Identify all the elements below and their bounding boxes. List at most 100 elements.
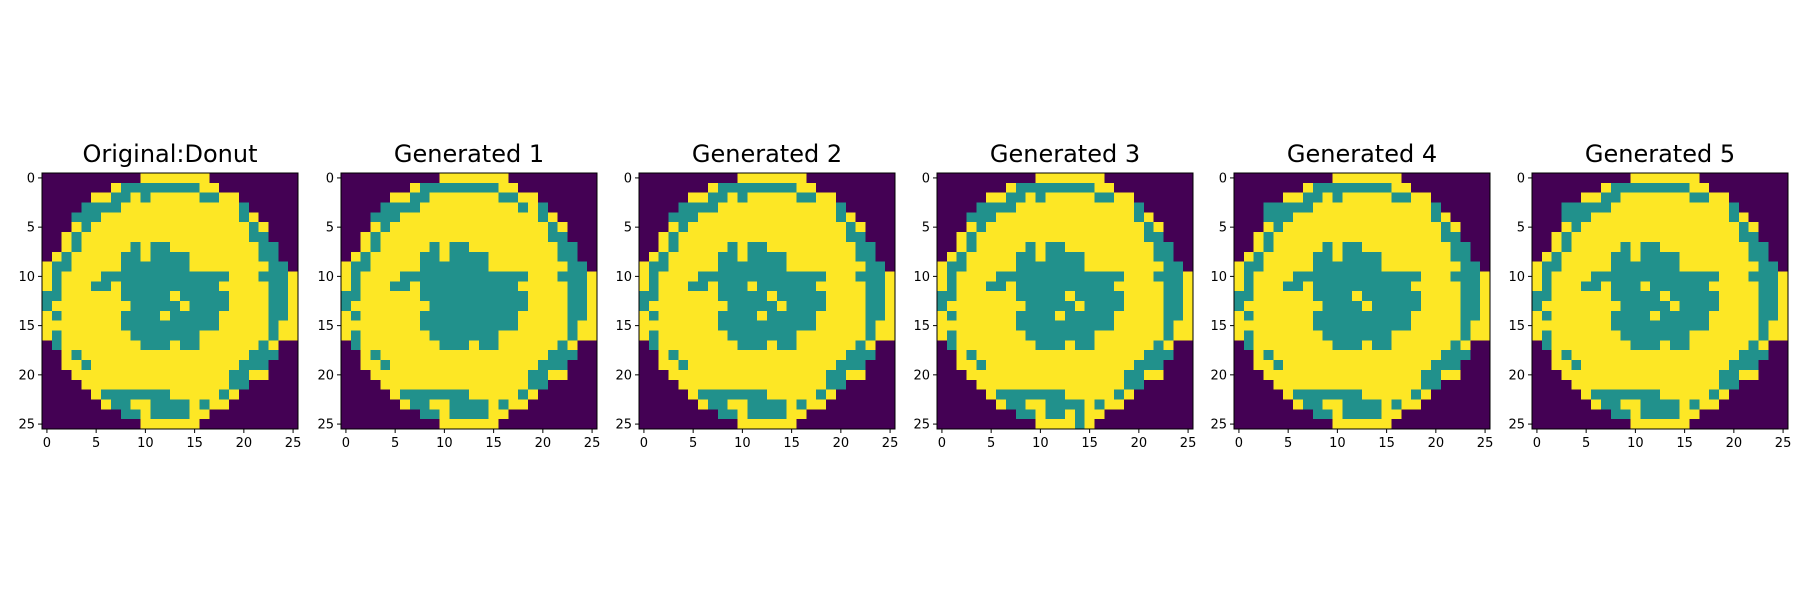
heatmap-cell (1689, 291, 1700, 302)
heatmap-cell (816, 281, 827, 292)
heatmap-cell (140, 192, 151, 203)
heatmap-cell (727, 173, 738, 184)
heatmap-cell (747, 369, 758, 381)
heatmap-cell (1768, 182, 1779, 194)
heatmap-cell (459, 350, 470, 361)
heatmap-cell (110, 173, 122, 184)
heatmap-cell (1430, 340, 1442, 351)
y-tick-label: 10 (913, 270, 930, 285)
heatmap-cell (170, 232, 181, 243)
heatmap-cell (1015, 320, 1026, 331)
heatmap-cell (727, 379, 738, 390)
heatmap-cell (1253, 202, 1264, 213)
heatmap-cell (648, 369, 660, 381)
heatmap-cell (508, 251, 519, 262)
heatmap-cell (826, 241, 837, 253)
heatmap-cell (1263, 330, 1274, 341)
heatmap-cell (1610, 340, 1621, 351)
heatmap-cell (1104, 320, 1115, 331)
heatmap-cell (1669, 251, 1681, 262)
heatmap-cell (1153, 271, 1164, 282)
heatmap-cell (478, 241, 490, 253)
heatmap-cell (855, 389, 866, 400)
heatmap-cell (229, 389, 240, 400)
heatmap-cell (189, 241, 200, 253)
heatmap-cell (42, 320, 53, 331)
heatmap-cell (478, 281, 490, 292)
heatmap-cell (508, 369, 519, 381)
heatmap-cell (1728, 251, 1740, 262)
heatmap-cell (160, 271, 171, 282)
heatmap-cell (160, 389, 171, 400)
heatmap-cell (956, 241, 967, 253)
heatmap-cell (1470, 251, 1481, 262)
heatmap-cell (1055, 212, 1066, 223)
heatmap-cell (1650, 301, 1661, 312)
heatmap-cell (826, 222, 837, 233)
heatmap-cell (1480, 389, 1491, 400)
heatmap-cell (1591, 241, 1602, 253)
heatmap-cell (360, 409, 371, 420)
heatmap-cell (537, 192, 549, 203)
heatmap-cell (826, 360, 837, 371)
heatmap-cell (1709, 271, 1720, 282)
heatmap-cell (587, 399, 598, 410)
heatmap-cell (238, 261, 250, 272)
heatmap-cell (1738, 232, 1749, 243)
heatmap-cell (1532, 399, 1543, 410)
heatmap-cell (1163, 369, 1174, 381)
heatmap-cell (248, 301, 259, 312)
heatmap-cell (648, 301, 660, 312)
heatmap-cell (51, 241, 63, 253)
heatmap-cell (1470, 241, 1481, 253)
heatmap-cell (835, 340, 847, 351)
heatmap-cell (1243, 241, 1255, 253)
heatmap-cell (278, 173, 289, 184)
heatmap-cell (717, 360, 728, 371)
heatmap-cell (229, 360, 240, 371)
heatmap-cell (1768, 222, 1779, 233)
heatmap-cell (400, 212, 411, 223)
heatmap-cell (1660, 261, 1671, 272)
heatmap-cell (91, 399, 102, 410)
heatmap-cell (547, 399, 558, 410)
heatmap-cell (1460, 222, 1471, 233)
heatmap-cell (557, 271, 568, 282)
heatmap-cell (1084, 330, 1095, 341)
heatmap-cell (419, 350, 430, 361)
heatmap-cell (547, 182, 558, 194)
heatmap-cell (845, 241, 856, 253)
heatmap-cell (1283, 340, 1294, 351)
heatmap-cell (885, 222, 896, 233)
heatmap-cell (51, 369, 63, 381)
heatmap-cell (577, 360, 588, 371)
heatmap-cell (1163, 350, 1174, 361)
heatmap-cell (199, 330, 210, 341)
heatmap-cell (786, 301, 797, 312)
heatmap-cell (1679, 173, 1690, 184)
heatmap-cell (120, 192, 131, 203)
heatmap-cell (1391, 310, 1402, 322)
heatmap-cell (855, 340, 866, 351)
heatmap-cell (189, 310, 200, 322)
heatmap-cell (429, 340, 440, 351)
heatmap-cell (429, 360, 440, 371)
heatmap-cell (189, 369, 200, 381)
heatmap-cell (380, 320, 391, 331)
heatmap-cell (1460, 350, 1471, 361)
heatmap-cell (1173, 301, 1184, 312)
heatmap-cell (1630, 409, 1641, 420)
heatmap-cell (855, 419, 866, 430)
heatmap-cell (209, 192, 220, 203)
heatmap-cell (419, 340, 430, 351)
heatmap-cell (1401, 291, 1412, 302)
heatmap-cell (806, 340, 817, 351)
heatmap-cell (360, 182, 371, 194)
heatmap-cell (1104, 202, 1115, 213)
heatmap-cell (587, 340, 598, 351)
heatmap-cell (1322, 212, 1333, 223)
heatmap-cell (875, 182, 886, 194)
heatmap-cell (528, 222, 539, 233)
heatmap-cell (1362, 281, 1373, 292)
